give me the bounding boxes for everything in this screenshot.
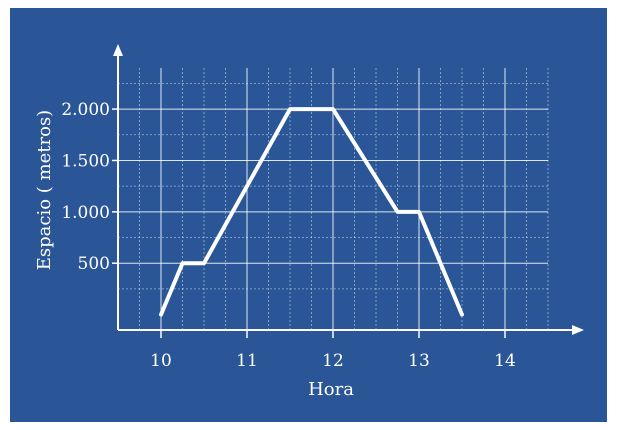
axes [113,44,584,335]
series-line [159,107,464,317]
x-axis-title: Hora [308,379,354,400]
y-axis-title: Espacio ( metros) [34,110,55,270]
x-tick-label: 13 [408,351,430,371]
x-tick-label: 14 [494,351,516,371]
x-tick-label: 12 [322,351,344,371]
y-axis-arrow [113,44,123,56]
y-tick-label: 1.500 [61,151,110,171]
y-tick-label: 500 [78,254,110,274]
y-tick-label: 1.000 [61,203,110,223]
x-tick-label: 11 [236,351,258,371]
chart-panel [10,8,607,422]
ticks: 10 11 12 13 14 500 1.000 1.500 2.000 [61,100,515,371]
series [159,107,464,317]
x-axis-arrow [572,325,584,335]
x-tick-label: 10 [150,351,172,371]
y-tick-label: 2.000 [61,100,110,120]
